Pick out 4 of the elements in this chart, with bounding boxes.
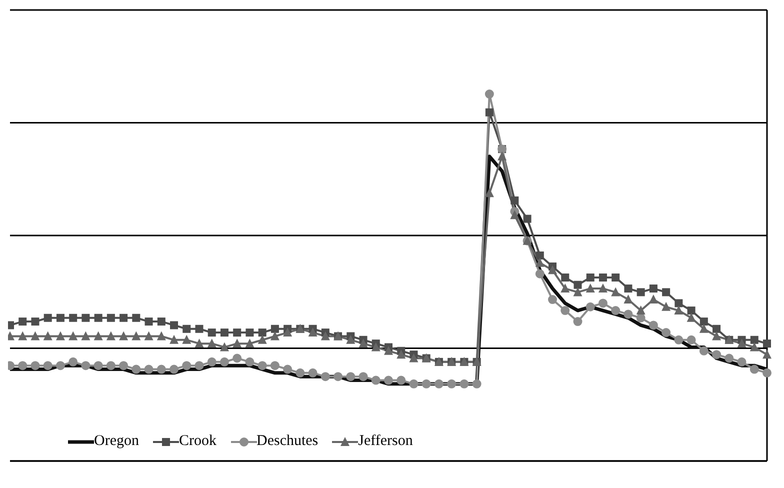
legend-label: Oregon — [94, 433, 139, 450]
legend-label: Crook — [179, 433, 216, 450]
legend-label: Deschutes — [256, 433, 318, 450]
legend-label: Jefferson — [358, 433, 413, 450]
